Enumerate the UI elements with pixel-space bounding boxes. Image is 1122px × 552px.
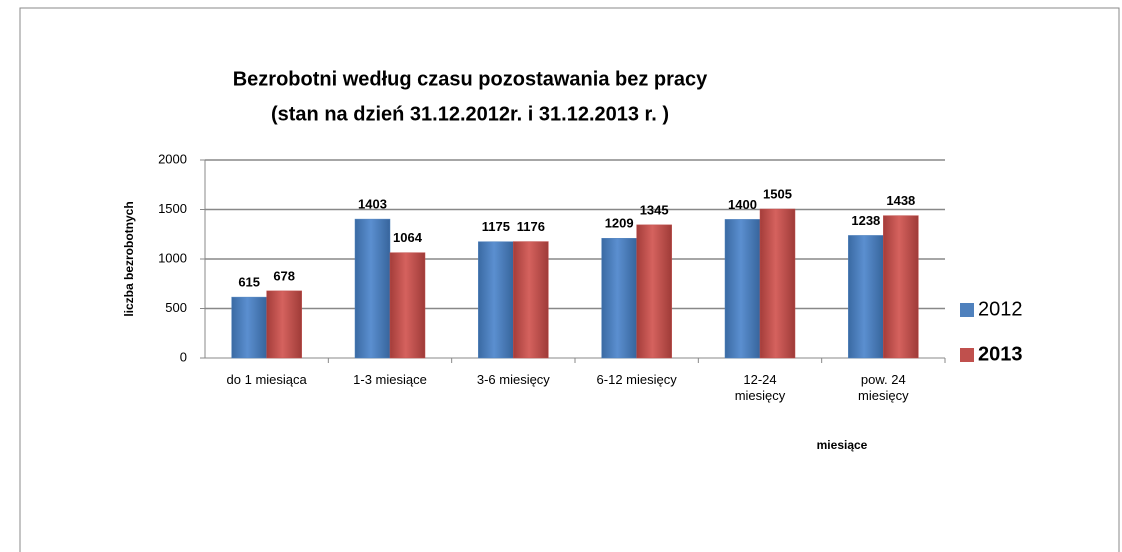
x-tick-label: pow. 24 miesięcy [858,372,909,403]
chart-border [19,7,1120,552]
x-axis-label: miesiące [817,438,868,452]
bar [636,224,672,359]
bar [478,241,514,359]
legend-label: 2012 [978,298,1023,320]
legend-swatch [960,348,974,362]
data-label: 1176 [517,219,545,234]
x-tick-label: 6-12 miesięcy [596,372,677,387]
legend-swatch [960,303,974,317]
chart-subtitle: (stan na dzień 31.12.2012r. i 31.12.2013… [271,103,669,125]
bar [513,241,549,359]
data-label: 1175 [482,219,510,234]
bar [231,296,267,359]
data-label: 1438 [886,193,915,208]
bar [724,219,761,359]
bar [354,218,391,359]
x-tick-label: 3-6 miesięcy [476,372,550,387]
bar [601,238,637,359]
y-tick-label: 0 [180,349,187,364]
x-tick-label: 12-24 miesięcy [734,372,786,403]
y-axis-label: liczba bezrobotnych [122,201,136,316]
bar [389,252,426,359]
data-label: 1209 [605,216,634,231]
x-tick-label: do 1 miesiąca [226,372,307,387]
data-label: 678 [273,268,295,283]
data-label: 1064 [393,230,423,245]
y-tick-label: 500 [165,300,187,315]
bar [759,208,796,359]
bar [266,290,302,359]
data-label: 1505 [763,186,792,201]
data-label: 1345 [640,202,669,217]
bar [883,215,919,359]
x-tick-label: 1-3 miesiące [353,372,427,387]
y-tick-label: 1500 [158,201,187,216]
data-label: 615 [238,275,260,290]
data-label: 1238 [851,213,880,228]
bar [848,235,884,359]
y-tick-label: 1000 [158,250,187,265]
legend-label: 2013 [978,343,1023,365]
data-label: 1400 [728,197,757,212]
y-tick-label: 2000 [158,151,187,166]
chart-title: Bezrobotni według czasu pozostawania bez… [233,68,708,90]
data-label: 1403 [358,197,387,212]
